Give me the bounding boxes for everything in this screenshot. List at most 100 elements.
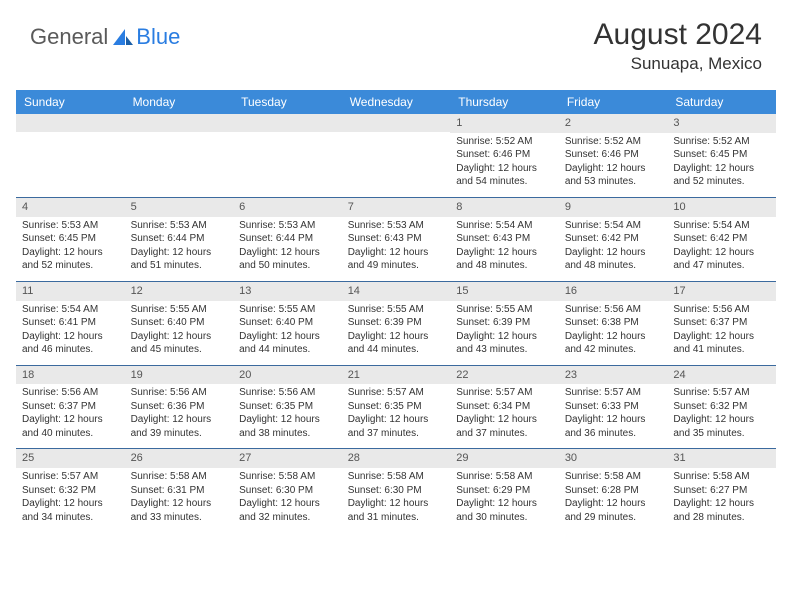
daylight-text-1: Daylight: 12 hours xyxy=(239,497,336,511)
day-content xyxy=(342,132,451,180)
sunset-text: Sunset: 6:42 PM xyxy=(565,232,662,246)
daylight-text-1: Daylight: 12 hours xyxy=(22,497,119,511)
day-number: 12 xyxy=(125,282,234,301)
daylight-text-2: and 37 minutes. xyxy=(456,427,553,441)
day-content: Sunrise: 5:58 AMSunset: 6:31 PMDaylight:… xyxy=(125,468,234,532)
sunset-text: Sunset: 6:38 PM xyxy=(565,316,662,330)
daylight-text-1: Daylight: 12 hours xyxy=(565,330,662,344)
calendar-cell: 10Sunrise: 5:54 AMSunset: 6:42 PMDayligh… xyxy=(667,197,776,281)
calendar-body: 1 Sunrise: 5:52 AM Sunset: 6:46 PM Daylight… xyxy=(16,114,776,532)
sunset-text: Sunset: 6:32 PM xyxy=(673,400,770,414)
daylight-text-2: and 31 minutes. xyxy=(348,511,445,525)
calendar-row: 11Sunrise: 5:54 AMSunset: 6:41 PMDayligh… xyxy=(16,281,776,365)
daylight-text-1: Daylight: 12 hours xyxy=(456,330,553,344)
day-number: 11 xyxy=(16,282,125,301)
sunset-text: Sunset: 6:27 PM xyxy=(673,484,770,498)
sunset-text: Sunset: 6:45 PM xyxy=(22,232,119,246)
day-number: 24 xyxy=(667,366,776,385)
day-number: 27 xyxy=(233,449,342,468)
day-number: 23 xyxy=(559,366,668,385)
sunset-text: Sunset: 6:39 PM xyxy=(456,316,553,330)
daylight-text-2: and 50 minutes. xyxy=(239,259,336,273)
day-content: Sunrise: 5:56 AMSunset: 6:36 PMDaylight:… xyxy=(125,384,234,448)
daylight-text-2: and 32 minutes. xyxy=(239,511,336,525)
sunset-text: Sunset: 6:46 PM xyxy=(456,148,553,162)
calendar-cell: 15Sunrise: 5:55 AMSunset: 6:39 PMDayligh… xyxy=(450,281,559,365)
daylight-text-1: Daylight: 12 hours xyxy=(348,330,445,344)
calendar-cell: 27Sunrise: 5:58 AMSunset: 6:30 PMDayligh… xyxy=(233,449,342,532)
sunrise-text: Sunrise: 5:57 AM xyxy=(673,386,770,400)
sunrise-text: Sunrise: 5:52 AM xyxy=(565,135,662,149)
day-content: Sunrise: 5:53 AMSunset: 6:43 PMDaylight:… xyxy=(342,217,451,281)
calendar-cell: 20Sunrise: 5:56 AMSunset: 6:35 PMDayligh… xyxy=(233,365,342,449)
calendar-cell: 13Sunrise: 5:55 AMSunset: 6:40 PMDayligh… xyxy=(233,281,342,365)
daylight-text-2: and 36 minutes. xyxy=(565,427,662,441)
sunrise-text: Sunrise: 5:53 AM xyxy=(131,219,228,233)
day-content: Sunrise: 5:55 AMSunset: 6:40 PMDaylight:… xyxy=(233,301,342,365)
calendar-cell: 26Sunrise: 5:58 AMSunset: 6:31 PMDayligh… xyxy=(125,449,234,532)
day-number: 21 xyxy=(342,366,451,385)
sunset-text: Sunset: 6:28 PM xyxy=(565,484,662,498)
daylight-text-1: Daylight: 12 hours xyxy=(239,246,336,260)
daylight-text-2: and 49 minutes. xyxy=(348,259,445,273)
day-number: 7 xyxy=(342,198,451,217)
sunset-text: Sunset: 6:44 PM xyxy=(131,232,228,246)
calendar-cell xyxy=(233,114,342,197)
daylight-text-1: Daylight: 12 hours xyxy=(348,497,445,511)
calendar-row: 1 Sunrise: 5:52 AM Sunset: 6:46 PM Daylight… xyxy=(16,114,776,197)
day-content: Sunrise: 5:54 AMSunset: 6:42 PMDaylight:… xyxy=(667,217,776,281)
sunset-text: Sunset: 6:36 PM xyxy=(131,400,228,414)
daylight-text-1: Daylight: 12 hours xyxy=(565,162,662,176)
day-content: Sunrise: 5:56 AMSunset: 6:35 PMDaylight:… xyxy=(233,384,342,448)
sunrise-text: Sunrise: 5:58 AM xyxy=(131,470,228,484)
sunrise-text: Sunrise: 5:55 AM xyxy=(131,303,228,317)
day-content: Sunrise: 5:55 AMSunset: 6:39 PMDaylight:… xyxy=(342,301,451,365)
month-title: August 2024 xyxy=(594,18,762,52)
daylight-text-1: Daylight: 12 hours xyxy=(348,413,445,427)
daylight-text-2: and 54 minutes. xyxy=(456,175,553,189)
title-block: August 2024 Sunuapa, Mexico xyxy=(594,18,762,74)
day-content: Sunrise: 5:58 AMSunset: 6:28 PMDaylight:… xyxy=(559,468,668,532)
daylight-text-1: Daylight: 12 hours xyxy=(565,246,662,260)
sunset-text: Sunset: 6:29 PM xyxy=(456,484,553,498)
calendar-cell: 9Sunrise: 5:54 AMSunset: 6:42 PMDaylight… xyxy=(559,197,668,281)
daylight-text-2: and 46 minutes. xyxy=(22,343,119,357)
sunset-text: Sunset: 6:42 PM xyxy=(673,232,770,246)
day-content: Sunrise: 5:54 AMSunset: 6:41 PMDaylight:… xyxy=(16,301,125,365)
day-content: Sunrise: 5:57 AMSunset: 6:33 PMDaylight:… xyxy=(559,384,668,448)
day-number: 1 xyxy=(450,114,559,133)
daylight-text-1: Daylight: 12 hours xyxy=(673,413,770,427)
sunset-text: Sunset: 6:33 PM xyxy=(565,400,662,414)
day-content xyxy=(125,132,234,180)
day-number: 8 xyxy=(450,198,559,217)
location-text: Sunuapa, Mexico xyxy=(594,54,762,74)
day-number: 19 xyxy=(125,366,234,385)
day-number: 18 xyxy=(16,366,125,385)
daylight-text-2: and 34 minutes. xyxy=(22,511,119,525)
daylight-text-1: Daylight: 12 hours xyxy=(456,246,553,260)
weekday-header: Saturday xyxy=(667,90,776,114)
sunrise-text: Sunrise: 5:54 AM xyxy=(456,219,553,233)
daylight-text-1: Daylight: 12 hours xyxy=(22,413,119,427)
sunset-text: Sunset: 6:31 PM xyxy=(131,484,228,498)
daylight-text-2: and 52 minutes. xyxy=(673,175,770,189)
logo: General Blue xyxy=(30,24,180,50)
sunset-text: Sunset: 6:37 PM xyxy=(673,316,770,330)
day-content: Sunrise: 5:55 AMSunset: 6:39 PMDaylight:… xyxy=(450,301,559,365)
sunset-text: Sunset: 6:44 PM xyxy=(239,232,336,246)
daylight-text-2: and 51 minutes. xyxy=(131,259,228,273)
daylight-text-1: Daylight: 12 hours xyxy=(673,497,770,511)
weekday-header: Thursday xyxy=(450,90,559,114)
day-number: 13 xyxy=(233,282,342,301)
day-number: 10 xyxy=(667,198,776,217)
daylight-text-2: and 48 minutes. xyxy=(565,259,662,273)
calendar-cell: 16Sunrise: 5:56 AMSunset: 6:38 PMDayligh… xyxy=(559,281,668,365)
sunrise-text: Sunrise: 5:58 AM xyxy=(673,470,770,484)
calendar-cell: 12Sunrise: 5:55 AMSunset: 6:40 PMDayligh… xyxy=(125,281,234,365)
day-number: 6 xyxy=(233,198,342,217)
calendar-cell: 2Sunrise: 5:52 AMSunset: 6:46 PMDaylight… xyxy=(559,114,668,197)
day-number-bar xyxy=(233,114,342,132)
daylight-text-2: and 52 minutes. xyxy=(22,259,119,273)
day-content: Sunrise: 5:56 AMSunset: 6:37 PMDaylight:… xyxy=(16,384,125,448)
daylight-text-2: and 48 minutes. xyxy=(456,259,553,273)
